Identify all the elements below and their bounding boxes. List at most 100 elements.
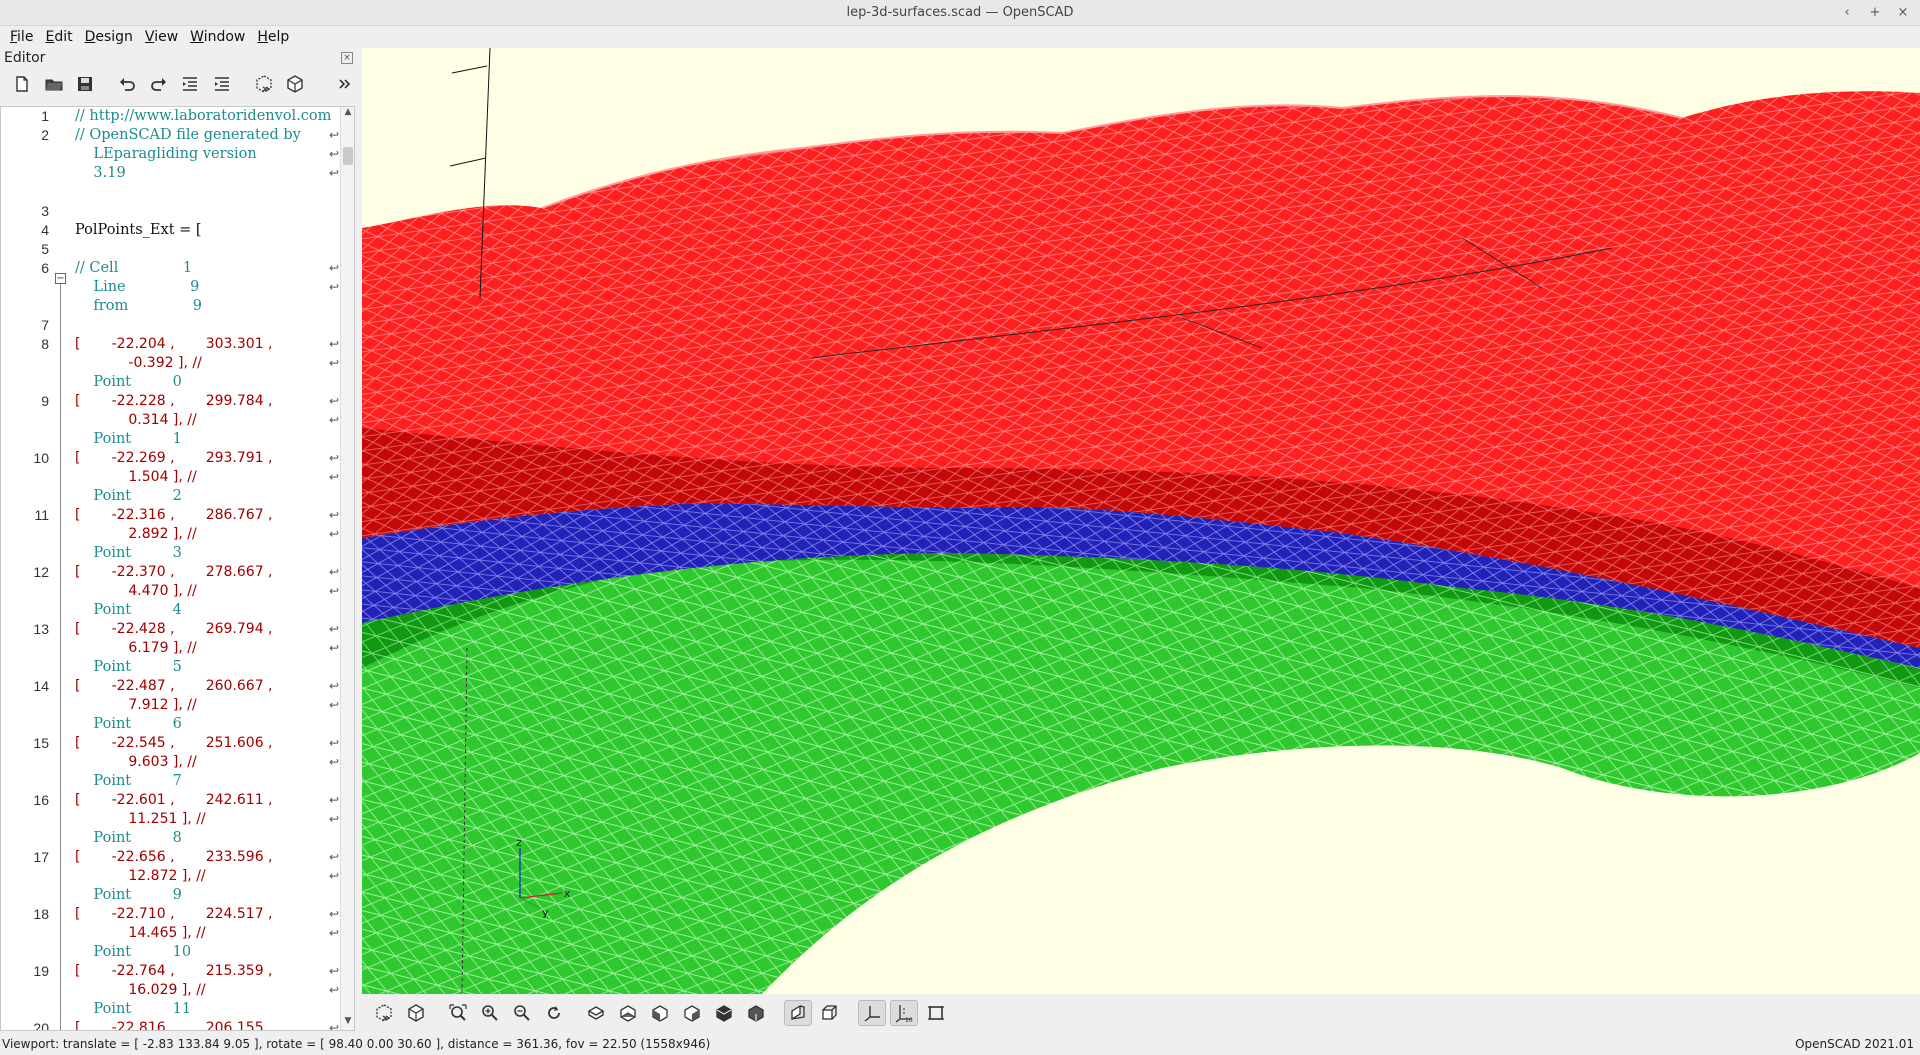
fold-guide xyxy=(60,278,61,1030)
preview-icon[interactable] xyxy=(370,1000,398,1026)
wrap-indicator-icon: ↩ xyxy=(329,1021,340,1031)
code-text: [ -22.228 , 299.784 , xyxy=(75,393,273,409)
code-line: 18 [ -22.710 , 224.517 , ↩ xyxy=(1,905,341,924)
3d-viewport[interactable]: z x y xyxy=(362,48,1920,994)
wrap-indicator-icon: ↩ xyxy=(329,280,340,294)
view-left-icon[interactable] xyxy=(646,1000,674,1026)
line-number: 9 xyxy=(41,393,49,409)
show-axes-icon[interactable] xyxy=(858,999,886,1026)
code-line: Point 6 xyxy=(1,715,341,734)
menu-edit[interactable]: Edit xyxy=(39,29,78,45)
show-edges-icon[interactable] xyxy=(922,1000,950,1026)
open-file-icon[interactable] xyxy=(40,71,68,97)
code-text: Point 5 xyxy=(75,659,182,675)
scroll-up-icon[interactable]: ▲ xyxy=(344,107,352,117)
reset-view-icon[interactable] xyxy=(540,1000,568,1026)
menu-window[interactable]: Window xyxy=(184,29,251,45)
wrap-indicator-icon: ↩ xyxy=(329,451,340,465)
axis-y-label: y xyxy=(542,906,549,919)
zoom-out-icon[interactable] xyxy=(508,1000,536,1026)
orthogonal-icon[interactable] xyxy=(816,1000,844,1026)
code-editor[interactable]: − 1 // http://www.laboratoridenvol.com 2 //… xyxy=(0,106,355,1031)
code-line: 14.465 ], // ↩ xyxy=(1,924,341,943)
scroll-thumb[interactable] xyxy=(343,147,353,165)
line-number: 10 xyxy=(33,450,49,466)
menu-file[interactable]: File xyxy=(4,29,39,45)
line-number: 13 xyxy=(33,621,49,637)
code-line: -0.392 ], // ↩ xyxy=(1,354,341,373)
preview-icon[interactable] xyxy=(250,71,278,97)
dock-close-icon[interactable]: × xyxy=(341,52,353,64)
view-all-icon[interactable] xyxy=(444,1000,472,1026)
wrap-indicator-icon: ↩ xyxy=(329,812,340,826)
viewport-toolbar: 10 xyxy=(362,994,1920,1031)
code-text: Point 3 xyxy=(75,545,182,561)
menubar: File Edit Design View Window Help xyxy=(0,26,1920,48)
save-file-icon[interactable] xyxy=(71,71,99,97)
view-right-icon[interactable] xyxy=(678,1000,706,1026)
wrap-indicator-icon: ↩ xyxy=(329,736,340,750)
redo-icon[interactable] xyxy=(145,71,173,97)
code-line: 0.314 ], // ↩ xyxy=(1,411,341,430)
menu-window-label: indow xyxy=(203,29,246,45)
view-front-icon[interactable] xyxy=(710,1000,738,1026)
code-text: Point 2 xyxy=(75,488,182,504)
line-number: 14 xyxy=(33,678,49,694)
wrap-indicator-icon: ↩ xyxy=(329,470,340,484)
window-controls: ‹ + × xyxy=(1838,3,1912,21)
line-number: 11 xyxy=(34,507,49,523)
render-icon[interactable] xyxy=(282,71,310,97)
axis-z-label: z xyxy=(516,836,522,849)
code-text: Point 7 xyxy=(75,773,182,789)
wrap-indicator-icon: ↩ xyxy=(329,356,340,370)
more-icon[interactable] xyxy=(331,71,359,97)
line-number: 5 xyxy=(41,241,49,257)
window-title: lep-3d-surfaces.scad — OpenSCAD xyxy=(846,5,1074,20)
menu-view[interactable]: View xyxy=(139,29,184,45)
render-icon[interactable] xyxy=(402,1000,430,1026)
axes-gizmo: z x y xyxy=(516,836,571,919)
view-top-icon[interactable] xyxy=(582,1000,610,1026)
menu-edit-mnemonic: E xyxy=(45,29,55,45)
view-back-icon[interactable] xyxy=(742,1000,770,1026)
code-line: Point 4 xyxy=(1,601,341,620)
code-line: 4 PolPoints_Ext = [ xyxy=(1,221,341,240)
code-text: [ -22.710 , 224.517 , xyxy=(75,906,273,922)
code-line: Point 10 xyxy=(1,943,341,962)
indent-icon[interactable] xyxy=(208,71,236,97)
code-line: 7 xyxy=(1,316,341,335)
undo-icon[interactable] xyxy=(113,71,141,97)
code-line: 17 [ -22.656 , 233.596 , ↩ xyxy=(1,848,341,867)
code-text: [ -22.487 , 260.667 , xyxy=(75,678,273,694)
menu-help[interactable]: Help xyxy=(251,29,295,45)
line-number: 2 xyxy=(41,127,49,143)
show-scale-icon[interactable]: 10 xyxy=(890,999,918,1026)
fold-collapse-icon[interactable]: − xyxy=(55,273,66,284)
zoom-in-icon[interactable] xyxy=(476,1000,504,1026)
editor-dock-header: Editor × xyxy=(0,48,359,68)
code-line: 16.029 ], // ↩ xyxy=(1,981,341,1000)
code-text: [ -22.545 , 251.606 , xyxy=(75,735,273,751)
wrap-indicator-icon: ↩ xyxy=(329,166,340,180)
axis-x-label: x xyxy=(564,887,571,900)
minimize-icon[interactable]: ‹ xyxy=(1844,4,1850,20)
editor-scrollbar[interactable]: ▲ ▼ xyxy=(340,107,354,1030)
menu-view-mnemonic: V xyxy=(144,29,155,45)
menu-design[interactable]: Design xyxy=(79,29,139,45)
scroll-down-icon[interactable]: ▼ xyxy=(344,1016,352,1026)
code-line: 9 [ -22.228 , 299.784 , ↩ xyxy=(1,392,341,411)
line-number: 12 xyxy=(33,564,49,580)
code-line: 12.872 ], // ↩ xyxy=(1,867,341,886)
version-label: OpenSCAD 2021.01 xyxy=(1795,1037,1914,1051)
line-number: 19 xyxy=(33,963,49,979)
new-file-icon[interactable] xyxy=(8,71,36,97)
line-number: 20 xyxy=(33,1020,49,1031)
unindent-icon[interactable] xyxy=(177,71,205,97)
code-lines: 1 // http://www.laboratoridenvol.com 2 // O… xyxy=(1,107,341,1031)
perspective-icon[interactable] xyxy=(784,999,812,1026)
line-number: 17 xyxy=(33,849,49,865)
line-number: 15 xyxy=(33,735,49,751)
maximize-icon[interactable]: + xyxy=(1869,4,1881,20)
close-icon[interactable]: × xyxy=(1897,4,1909,20)
view-bottom-icon[interactable] xyxy=(614,1000,642,1026)
